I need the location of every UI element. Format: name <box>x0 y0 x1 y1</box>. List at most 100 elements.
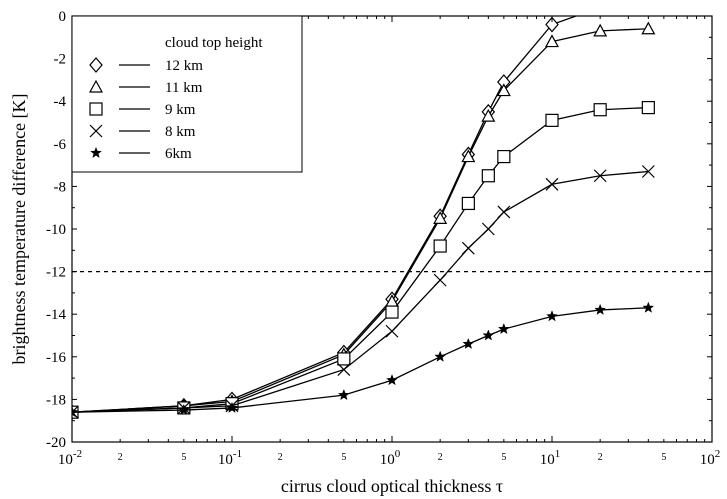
data-point <box>433 273 447 287</box>
data-point <box>642 301 655 313</box>
x-minor-label: 5 <box>341 452 346 463</box>
x-minor-label: 5 <box>181 452 186 463</box>
legend-marker <box>89 57 103 73</box>
series-line <box>72 307 649 413</box>
x-tick-label: 10-1 <box>218 448 242 468</box>
data-point-stroke <box>593 169 607 183</box>
legend-items: 12 km 11 km 9 km 8 km 6km <box>88 57 203 162</box>
data-point <box>337 352 351 366</box>
data-point <box>462 337 475 350</box>
data-point <box>177 403 190 416</box>
data-point <box>545 177 559 191</box>
legend-marker <box>89 102 103 116</box>
legend-label: 12 km <box>165 58 203 74</box>
series-cross <box>72 165 655 419</box>
data-point <box>385 324 399 338</box>
data-point <box>497 205 511 219</box>
y-tick-label: -6 <box>54 137 67 153</box>
series-clip-group <box>72 0 656 421</box>
series-line <box>72 16 579 413</box>
y-tick-label: -18 <box>46 392 66 408</box>
data-point <box>546 310 558 322</box>
legend-label: 6km <box>165 146 192 162</box>
x-tick-label: 102 <box>700 448 721 468</box>
data-point-stroke <box>481 222 495 236</box>
data-point <box>641 21 656 35</box>
data-point <box>594 303 607 315</box>
series-layer <box>72 0 656 421</box>
y-axis-title: brightness temperature difference [K] <box>9 93 29 364</box>
data-point <box>433 239 447 253</box>
data-point <box>226 401 238 413</box>
data-point <box>593 103 607 117</box>
y-tick-label: -16 <box>46 350 66 366</box>
legend-marker-stroke <box>89 124 103 138</box>
data-point <box>593 169 607 183</box>
x-minor-label: 5 <box>501 452 506 463</box>
y-tick-label: 0 <box>59 9 67 25</box>
data-point <box>544 34 560 48</box>
data-point-stroke <box>545 177 559 191</box>
y-tick-label: -20 <box>46 435 66 451</box>
series-square <box>72 100 655 419</box>
legend-box <box>71 15 303 173</box>
data-point <box>497 322 510 335</box>
x-tick-label: 101 <box>540 448 561 468</box>
data-point <box>481 108 496 122</box>
x-minor-label: 2 <box>598 452 603 463</box>
data-point <box>481 169 495 183</box>
data-point-stroke <box>72 411 79 419</box>
x-minor-label: 2 <box>118 452 123 463</box>
y-tick-label: -12 <box>46 265 66 281</box>
data-point <box>385 305 399 319</box>
data-point <box>482 329 495 341</box>
y-tick-label: -10 <box>46 222 66 238</box>
data-point <box>545 16 559 33</box>
data-point <box>461 149 476 163</box>
legend-label: 9 km <box>165 102 196 118</box>
x-axis-title: cirrus cloud optical thickness τ <box>281 476 503 496</box>
legend: cloud top height 12 km 11 km 9 km 8 km 6km <box>71 15 303 173</box>
legend-title: cloud top height <box>165 35 263 51</box>
data-point <box>496 83 511 97</box>
legend-label: 8 km <box>165 124 196 140</box>
y-tick-label: -14 <box>46 307 66 323</box>
data-point <box>72 405 79 419</box>
data-point <box>386 374 398 386</box>
legend-marker <box>90 146 102 159</box>
data-point-stroke <box>337 363 351 377</box>
data-point <box>433 211 448 224</box>
data-point <box>642 0 654 10</box>
y-tick-label: -8 <box>54 179 67 195</box>
series-line <box>72 170 649 413</box>
data-point <box>641 165 655 178</box>
data-point <box>461 196 475 211</box>
data-point <box>593 23 608 37</box>
data-point <box>594 0 606 14</box>
x-tick-label: 10-2 <box>58 448 82 468</box>
data-point-stroke <box>641 165 655 178</box>
data-point-stroke <box>385 324 399 338</box>
legend-label: 11 km <box>165 80 203 96</box>
y-tick-label: -2 <box>54 52 67 68</box>
y-tick-label: -4 <box>54 94 67 110</box>
series-line <box>72 28 649 413</box>
legend-marker <box>88 79 104 93</box>
data-point <box>434 350 447 362</box>
series-line <box>72 106 649 413</box>
x-minor-label: 2 <box>278 452 283 463</box>
x-tick-label: 100 <box>380 448 401 468</box>
data-point <box>461 241 475 255</box>
series-star <box>72 301 655 418</box>
data-point <box>497 149 511 164</box>
data-point-stroke <box>433 273 447 287</box>
data-point <box>641 100 655 115</box>
data-point <box>72 405 78 418</box>
legend-marker <box>89 124 103 138</box>
data-point <box>337 388 350 401</box>
data-point <box>481 222 495 236</box>
data-point <box>545 113 559 127</box>
data-point-stroke <box>497 205 511 219</box>
x-minor-label: 5 <box>661 452 666 463</box>
